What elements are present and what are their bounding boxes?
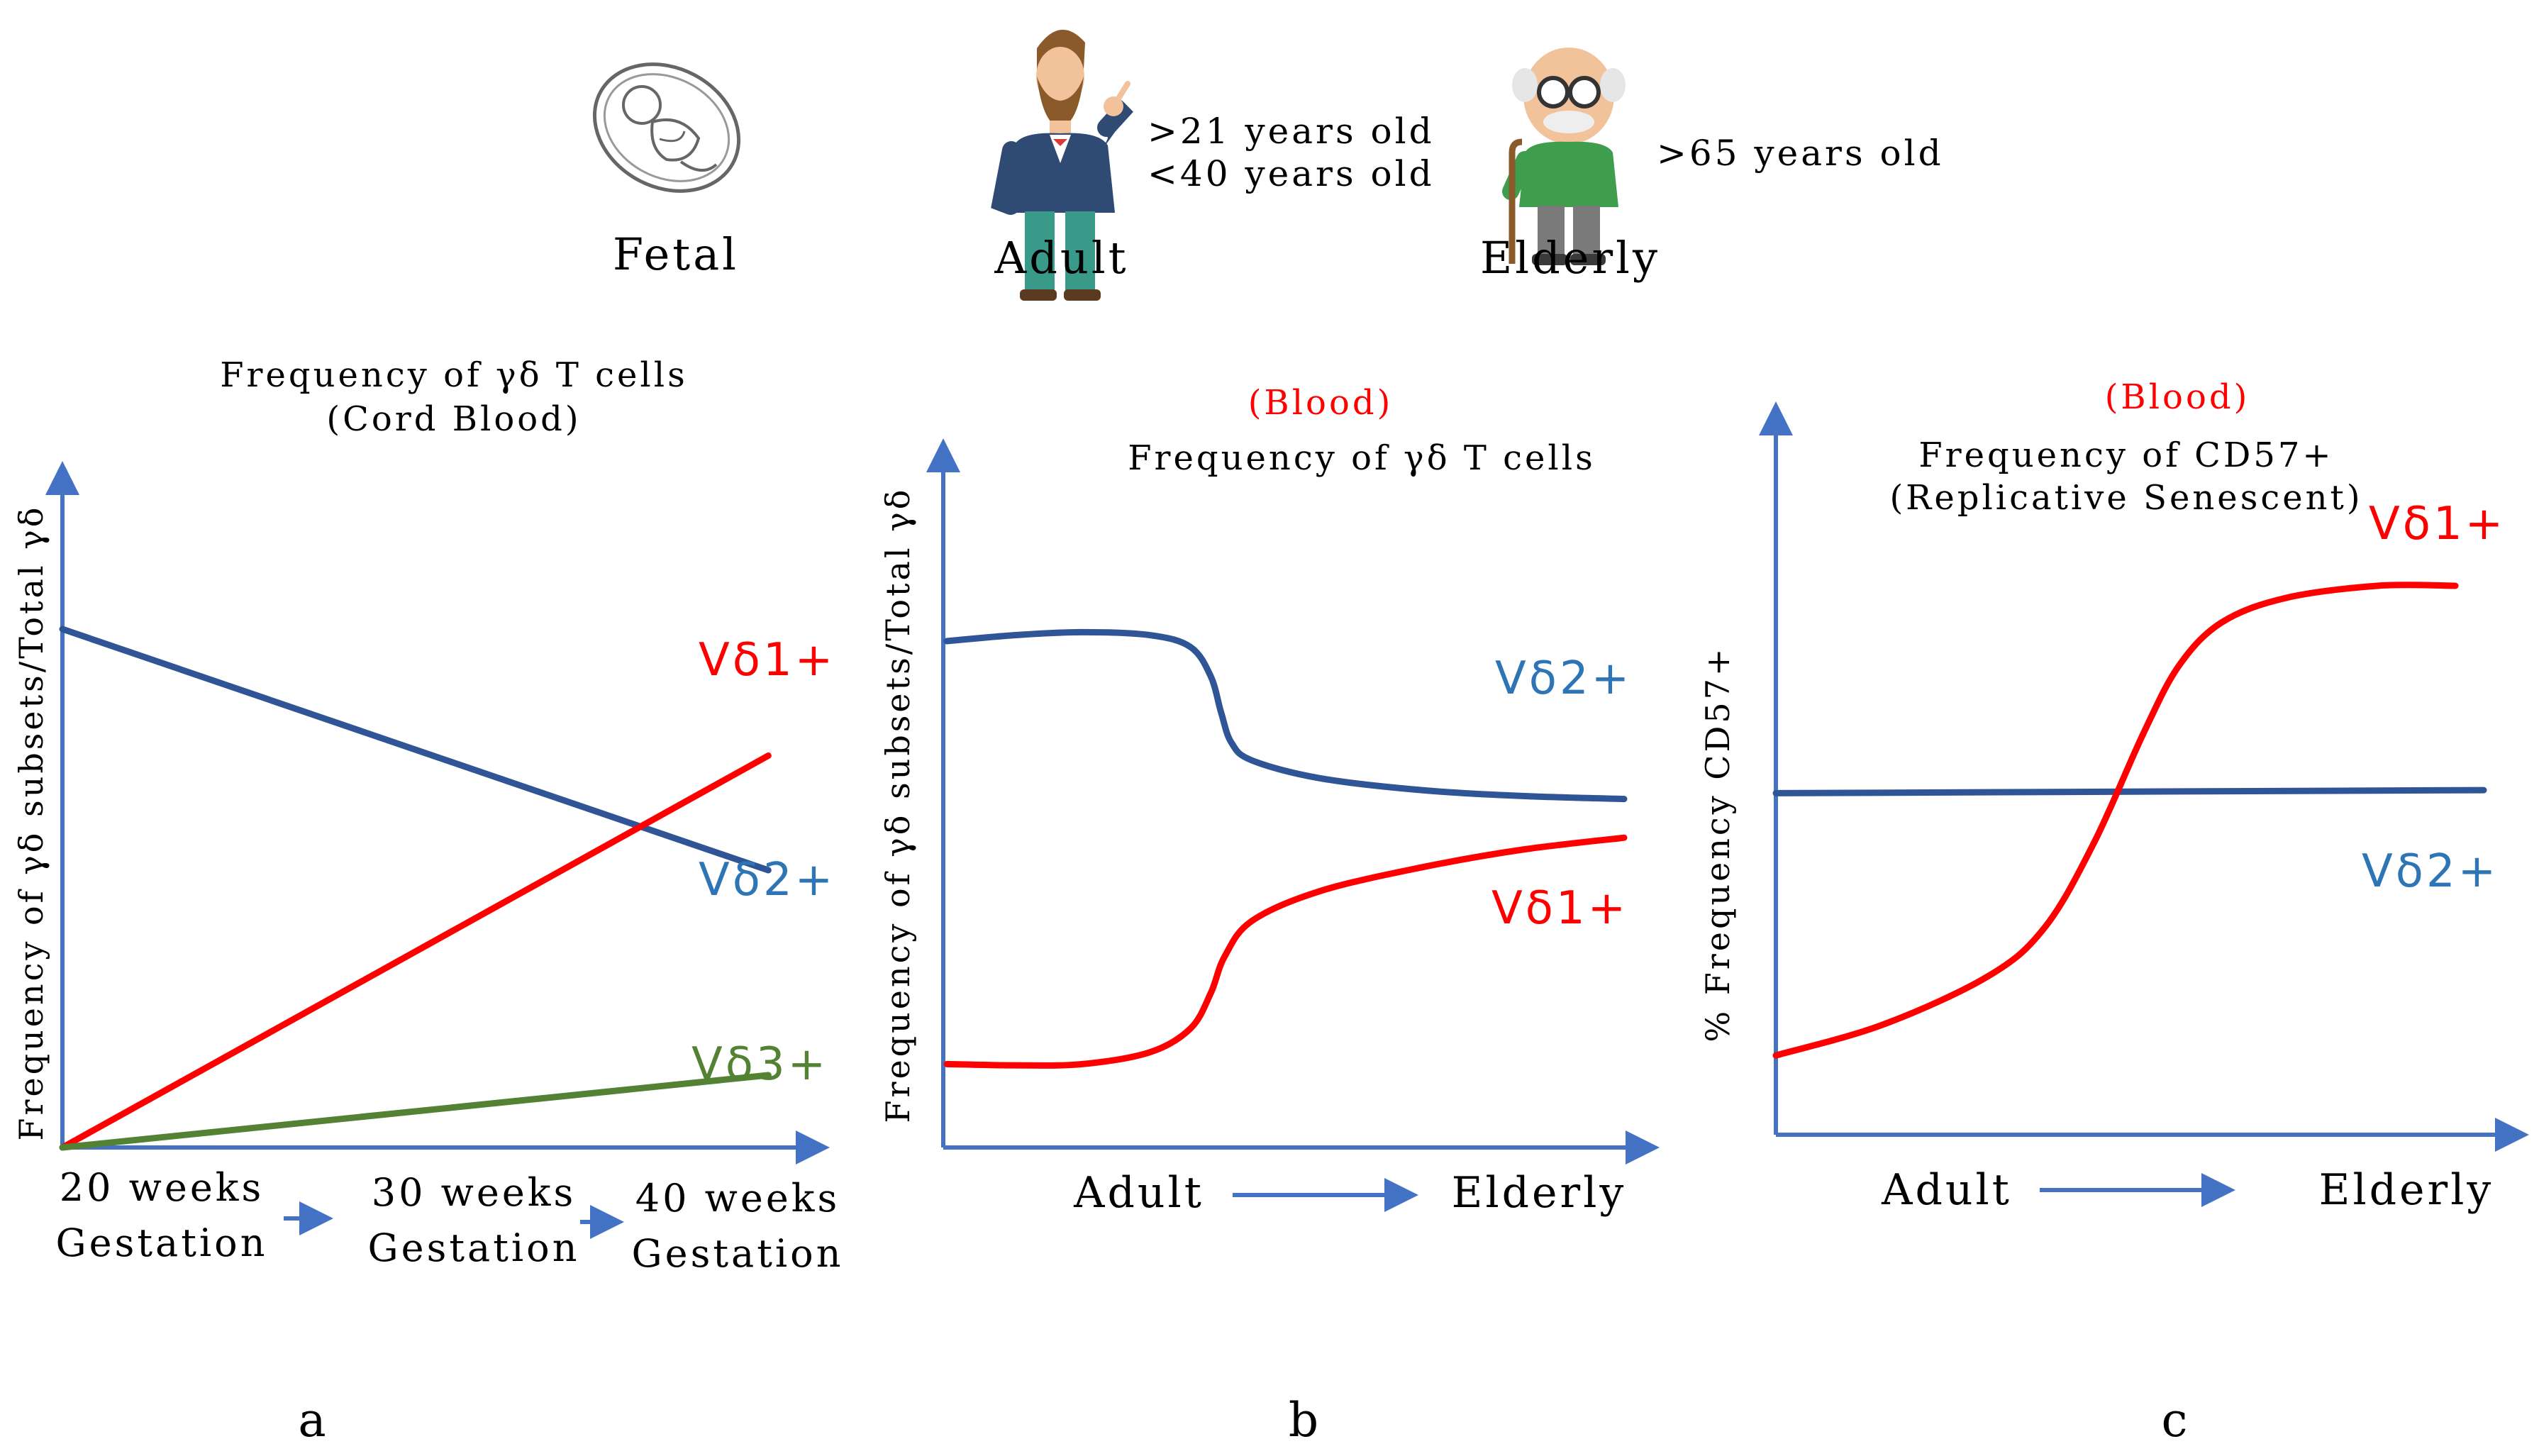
chart-c-x-right: Elderly	[2319, 1165, 2494, 1215]
chart-a-category-3-line-2: Gestation	[632, 1231, 844, 1276]
chart-b-title: Frequency of γδ T cells	[1128, 438, 1596, 478]
elderly-label: Elderly	[1480, 232, 1660, 284]
chart-a-line-v2	[59, 626, 772, 874]
panel-label-c: c	[2162, 1393, 2191, 1447]
chart-c-line-v2	[1772, 787, 2487, 796]
adult-man-icon	[991, 29, 1133, 301]
chart-b-legend-v1: Vδ1+	[1491, 882, 1628, 935]
elderly-age-line1: >65 years old	[1657, 133, 1944, 174]
elderly-man-icon	[1502, 48, 1626, 265]
chart-a-legend-v3: Vδ3+	[691, 1038, 828, 1091]
chart-panel-c: (Blood) Frequency of CD57+ (Replicative …	[1699, 377, 2529, 1215]
chart-a-category-group: 20 weeks Gestation 30 weeks Gestation 40 wee…	[56, 1165, 844, 1276]
chart-a-category-1-line-2: Gestation	[56, 1221, 268, 1265]
chart-a-title: Frequency of γδ T cells	[220, 355, 688, 395]
chart-panel-b: (Blood) Frequency of γδ T cells Frequenc…	[879, 383, 1660, 1218]
chart-b-series-group: Vδ2+ Vδ1+	[943, 628, 1632, 1069]
chart-b-line-v2	[943, 628, 1628, 803]
chart-a-category-2-line-2: Gestation	[368, 1226, 580, 1270]
fetal-label: Fetal	[613, 228, 739, 280]
adult-label: Adult	[994, 232, 1128, 284]
chart-c-legend-v1: Vδ1+	[2369, 498, 2506, 550]
chart-panel-a: Frequency of γδ T cells (Cord Blood) Fre…	[12, 355, 844, 1276]
chart-c-context: (Blood)	[2105, 377, 2250, 417]
chart-a-y-label: Frequency of γδ subsets/Total γδ	[12, 505, 50, 1141]
chart-b-legend-v2: Vδ2+	[1495, 652, 1632, 705]
chart-c-line-v1	[1772, 582, 2459, 1059]
chart-a-line-v1	[59, 752, 772, 1151]
chart-a-subtitle: (Cord Blood)	[326, 399, 581, 439]
chart-b-x-right: Elderly	[1452, 1168, 1627, 1218]
chart-a-category-3-line-1: 40 weeks	[635, 1176, 840, 1221]
chart-a-category-2-line-1: 30 weeks	[372, 1170, 576, 1215]
fetus-icon	[592, 62, 741, 193]
panel-label-a: a	[298, 1393, 328, 1447]
chart-c-title: Frequency of CD57+	[1918, 435, 2333, 475]
adult-age-line2: <40 years old	[1148, 153, 1435, 194]
adult-age-line1: >21 years old	[1148, 111, 1435, 152]
chart-a-series-group: Vδ2+ Vδ1+ Vδ3+	[59, 626, 835, 1151]
chart-c-series-group: Vδ2+ Vδ1+	[1772, 498, 2506, 1059]
chart-a-legend-v1: Vδ1+	[699, 634, 835, 687]
chart-b-y-label: Frequency of γδ subsets/Total γδ	[879, 487, 917, 1123]
chart-c-legend-v2: Vδ2+	[2362, 845, 2499, 898]
chart-b-context: (Blood)	[1248, 383, 1394, 423]
chart-c-subtitle: (Replicative Senescent)	[1889, 478, 2362, 518]
chart-b-x-left: Adult	[1073, 1168, 1204, 1218]
chart-a-legend-v2: Vδ2+	[699, 854, 835, 906]
chart-c-x-left: Adult	[1881, 1165, 2012, 1215]
chart-a-category-1-line-1: 20 weeks	[60, 1165, 264, 1210]
chart-c-y-label: % Frequency CD57+	[1699, 646, 1737, 1043]
chart-b-line-v1	[943, 834, 1628, 1069]
chart-a-line-v3	[59, 1072, 772, 1151]
panel-label-b: b	[1289, 1393, 1321, 1447]
